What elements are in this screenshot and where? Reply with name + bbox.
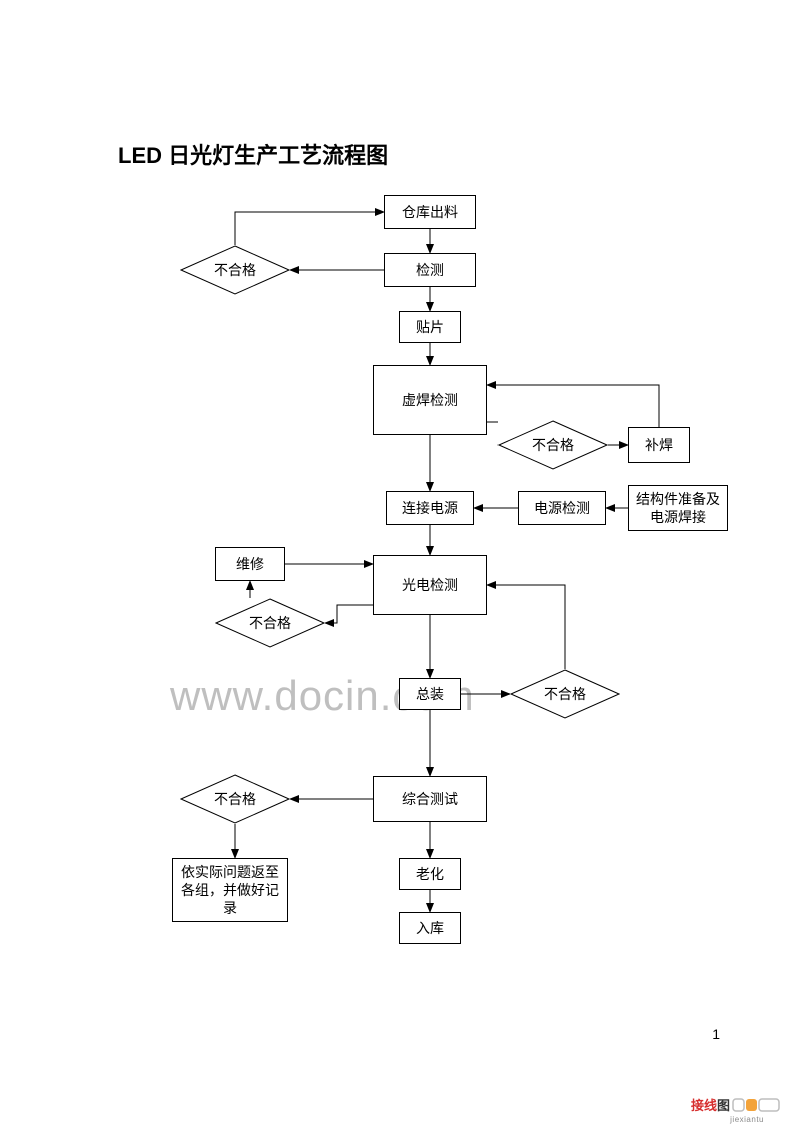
node-n14: 老化: [399, 858, 461, 890]
node-n10: 维修: [215, 547, 285, 581]
node-d2: 不合格: [498, 420, 608, 470]
node-n3: 贴片: [399, 311, 461, 343]
node-n2: 检测: [384, 253, 476, 287]
node-n7: 电源检测: [518, 491, 606, 525]
node-d1: 不合格: [180, 245, 290, 295]
node-n4: 虚焊检测: [373, 365, 487, 435]
node-d3: 不合格: [215, 598, 325, 648]
node-n13: 依实际问题返至各组，并做好记录: [172, 858, 288, 922]
node-n8: 结构件准备及电源焊接: [628, 485, 728, 531]
node-n1: 仓库出料: [384, 195, 476, 229]
node-n11: 总装: [399, 678, 461, 710]
flowchart-nodes: 仓库出料检测不合格贴片虚焊检测不合格补焊连接电源电源检测结构件准备及电源焊接光电…: [0, 0, 800, 1132]
node-n9: 光电检测: [373, 555, 487, 615]
node-n6: 连接电源: [386, 491, 474, 525]
node-n12: 综合测试: [373, 776, 487, 822]
node-n15: 入库: [399, 912, 461, 944]
node-d4: 不合格: [510, 669, 620, 719]
node-n5: 补焊: [628, 427, 690, 463]
node-d5: 不合格: [180, 774, 290, 824]
